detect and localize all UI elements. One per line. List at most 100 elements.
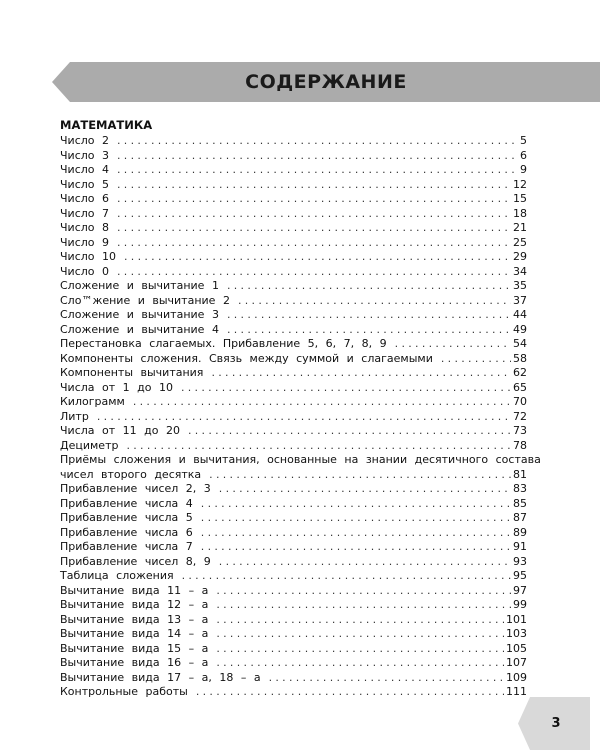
toc-entry-page: 29 [513, 250, 527, 263]
toc-entry[interactable]: Прибавление числа 6 89 [60, 526, 527, 541]
toc-entry-title: Число 2 [60, 134, 109, 147]
dot-leader [188, 424, 511, 439]
toc-entry-page: 12 [513, 177, 527, 191]
toc-entry[interactable]: Число 4 9 [60, 163, 527, 178]
dot-leader [117, 236, 511, 251]
dot-leader [117, 178, 511, 193]
toc-entry-page: 78 [513, 438, 527, 452]
toc-entry-page: 58 [513, 351, 527, 365]
toc-entry-page: 44 [513, 308, 527, 321]
toc-entry-page: 21 [513, 221, 527, 234]
toc-entry[interactable]: Вычитание вида 17 – а, 18 – а 109 [60, 671, 527, 686]
dot-leader [216, 584, 511, 599]
toc-entry-title: Число 9 [60, 235, 109, 249]
toc-entry-page: 83 [513, 482, 527, 495]
toc-entry[interactable]: Контрольные работы 111 [60, 685, 527, 700]
toc-entry-page: 111 [506, 685, 527, 698]
dot-leader [181, 381, 511, 396]
toc-entry[interactable]: Число 3 6 [60, 149, 527, 164]
toc-entry-title: Прибавление числа 6 [60, 525, 193, 539]
toc-entry[interactable]: Сло™жение и вычитание 2 37 [60, 294, 527, 309]
toc-entry-title: Вычитание вида 16 – а [60, 656, 209, 669]
toc-entry-title: Вычитание вида 11 – а [60, 583, 209, 597]
toc-entry-page: 18 [513, 206, 527, 220]
toc-entry[interactable]: Сложение и вычитание 3 44 [60, 308, 527, 323]
toc-entry-page: 72 [513, 409, 527, 423]
toc-entry-page: 62 [513, 366, 527, 379]
toc-entry[interactable]: Число 6 15 [60, 192, 527, 207]
dot-leader [227, 323, 511, 338]
toc-entry[interactable]: Число 2 5 [60, 134, 527, 149]
toc-entry[interactable]: Числа от 11 до 20 73 [60, 424, 527, 439]
toc-entry-page: 101 [506, 612, 527, 626]
dot-leader [117, 134, 518, 149]
toc-entry[interactable]: Сложение и вычитание 4 49 [60, 323, 527, 338]
toc-entry-page: 97 [513, 583, 527, 597]
toc-entry-page: 6 [520, 148, 527, 162]
toc-entry[interactable]: Прибавление числа 4 85 [60, 497, 527, 512]
toc-entry-page: 103 [506, 627, 527, 640]
toc-entry-page: 54 [513, 337, 527, 350]
toc-entry-title: Контрольные работы [60, 685, 188, 698]
toc-entry[interactable]: чисел второго десятка 81 [60, 468, 527, 483]
toc-entry[interactable]: Числа от 1 до 10 65 [60, 381, 527, 396]
toc-entry[interactable]: Приёмы сложения и вычитания, основанные … [60, 453, 541, 468]
toc-entry-page: 91 [513, 540, 527, 553]
toc-entry[interactable]: Вычитание вида 14 – а 103 [60, 627, 527, 642]
toc-entry-page: 85 [513, 496, 527, 510]
toc-entry-title: Таблица сложения [60, 569, 174, 582]
toc-entry-page: 89 [513, 525, 527, 539]
dot-leader [201, 526, 511, 541]
toc-entry-page: 15 [513, 192, 527, 205]
toc-entry[interactable]: Вычитание вида 16 – а 107 [60, 656, 527, 671]
dot-leader [209, 468, 511, 483]
toc-entry[interactable]: Число 7 18 [60, 207, 527, 222]
toc-entry[interactable]: Дециметр 78 [60, 439, 527, 454]
toc-entry-title: Число 7 [60, 206, 109, 220]
toc-entry[interactable]: Килограмм 70 [60, 395, 527, 410]
dot-leader [227, 279, 511, 294]
toc-entry[interactable]: Прибавление числа 7 91 [60, 540, 527, 555]
toc-entry[interactable]: Прибавление чисел 2, 3 83 [60, 482, 527, 497]
toc-entry[interactable]: Сложение и вычитание 1 35 [60, 279, 527, 294]
toc-entry[interactable]: Число 0 34 [60, 265, 527, 280]
dot-leader [219, 482, 511, 497]
toc-entry-page: 34 [513, 264, 527, 278]
toc-entry[interactable]: Литр 72 [60, 410, 527, 425]
dot-leader [117, 265, 511, 280]
toc-entry-page: 95 [513, 569, 527, 582]
dot-leader [211, 366, 511, 381]
toc-entry-page: 109 [506, 670, 527, 684]
toc-entry-page: 81 [513, 467, 527, 481]
toc-entry[interactable]: Вычитание вида 12 – а 99 [60, 598, 527, 613]
toc-entry[interactable]: Вычитание вида 13 – а 101 [60, 613, 527, 628]
section-heading: МАТЕМАТИКА [60, 118, 153, 132]
toc-entry-title: Дециметр [60, 438, 119, 452]
toc-entry-title: Вычитание вида 15 – а [60, 641, 209, 655]
toc-entry[interactable]: Прибавление чисел 8, 9 93 [60, 555, 527, 570]
toc-entry[interactable]: Перестановка слагаемых. Прибавление 5, 6… [60, 337, 527, 352]
toc-entry[interactable]: Компоненты вычитания 62 [60, 366, 527, 381]
toc-entry[interactable]: Число 8 21 [60, 221, 527, 236]
page-number: 3 [551, 716, 561, 731]
toc-entry[interactable]: Вычитание вида 15 – а 105 [60, 642, 527, 657]
toc-entry-page: 25 [513, 235, 527, 249]
toc-entry-page: 73 [513, 424, 527, 437]
dot-leader [227, 308, 511, 323]
toc-entry[interactable]: Прибавление числа 5 87 [60, 511, 527, 526]
dot-leader [216, 598, 511, 613]
toc-entry-title: Прибавление числа 7 [60, 540, 193, 553]
dot-leader [441, 352, 511, 367]
toc-entry[interactable]: Число 10 29 [60, 250, 527, 265]
toc-entry-title: Числа от 11 до 20 [60, 424, 180, 437]
toc-entry[interactable]: Компоненты сложения. Связь между суммой … [60, 352, 527, 367]
toc-entry-title: Вычитание вида 17 – а, 18 – а [60, 670, 261, 684]
toc-entry[interactable]: Вычитание вида 11 – а 97 [60, 584, 527, 599]
dot-leader [117, 149, 518, 164]
toc-entry[interactable]: Число 9 25 [60, 236, 527, 251]
dot-leader [201, 540, 511, 555]
toc-entry[interactable]: Таблица сложения 95 [60, 569, 527, 584]
dot-leader [182, 569, 511, 584]
dot-leader [124, 250, 511, 265]
toc-entry[interactable]: Число 5 12 [60, 178, 527, 193]
